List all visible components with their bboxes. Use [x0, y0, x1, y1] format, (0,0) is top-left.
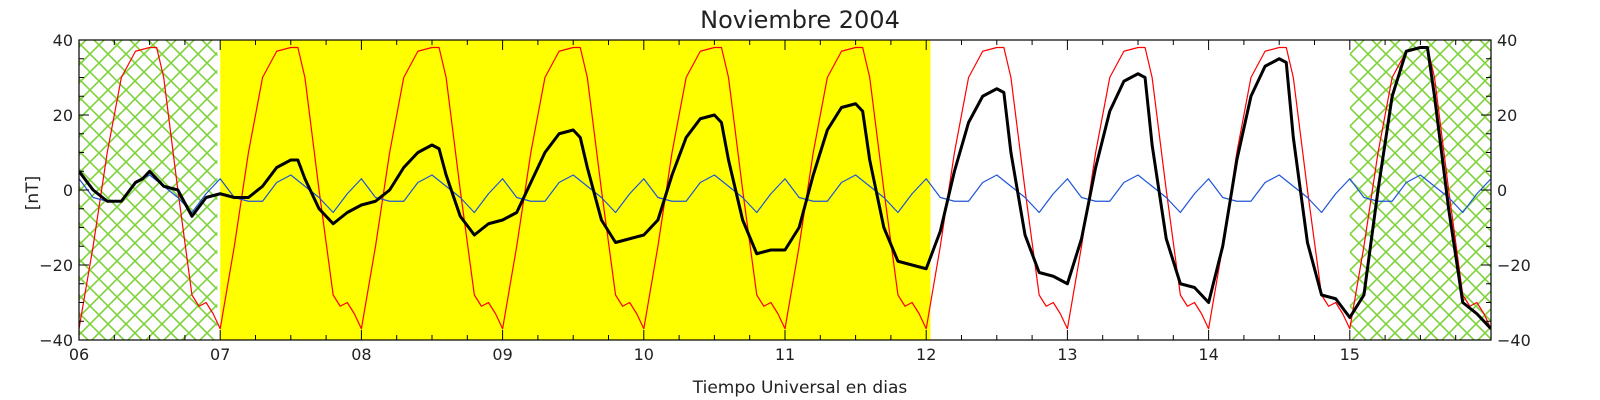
x-tick-label: 07 [210, 345, 230, 364]
y-tick-label-right: 40 [1497, 31, 1517, 50]
crosshatch-region-0 [79, 40, 217, 340]
y-tick-label-left: 0 [63, 181, 73, 200]
y-tick-label-left: 20 [53, 106, 73, 125]
y-tick-label-left: −40 [39, 331, 73, 350]
y-axis-label: [nT] [23, 176, 43, 210]
x-tick-label: 13 [1057, 345, 1077, 364]
highlight-region-1 [220, 40, 930, 340]
y-tick-label-left: −20 [39, 256, 73, 275]
x-tick-label: 14 [1198, 345, 1218, 364]
y-tick-label-right: −20 [1497, 256, 1531, 275]
x-tick-label: 12 [916, 345, 936, 364]
y-tick-label-right: 0 [1497, 181, 1507, 200]
crosshatch-region-2 [1350, 40, 1491, 340]
y-tick-label-right: 20 [1497, 106, 1517, 125]
x-tick-label: 11 [775, 345, 795, 364]
y-tick-label-left: 40 [53, 31, 73, 50]
x-tick-label: 10 [634, 345, 654, 364]
x-axis-label: Tiempo Universal en dias [692, 378, 908, 398]
chart-title: Noviembre 2004 [700, 6, 900, 34]
x-tick-label: 09 [492, 345, 512, 364]
x-tick-label: 15 [1340, 345, 1360, 364]
background-regions [79, 40, 1491, 340]
x-tick-label: 08 [351, 345, 371, 364]
y-tick-label-right: −40 [1497, 331, 1531, 350]
